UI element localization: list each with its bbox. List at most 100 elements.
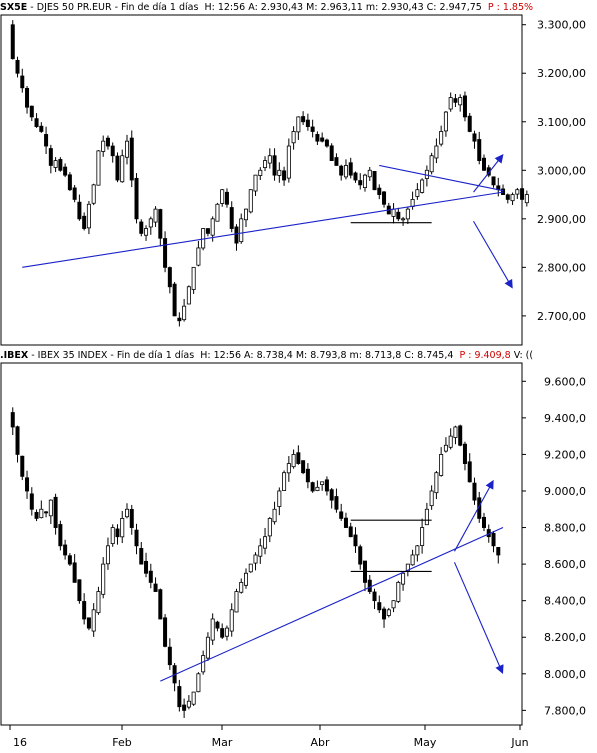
top-candle-body [453, 98, 458, 103]
top-candle-body [448, 97, 453, 110]
top-candle-body [72, 187, 77, 200]
bottom-candle-body [258, 545, 263, 557]
bottom-candle-body [91, 609, 96, 632]
bottom-candle-body [39, 508, 44, 519]
bottom-candle-body [53, 496, 58, 528]
top-candle-body [239, 218, 244, 243]
top-candle-body [420, 179, 425, 193]
top-candle-body [158, 209, 163, 239]
top-candle-body [148, 218, 153, 228]
x-month-label: May [414, 736, 437, 749]
top-candle-body [282, 170, 287, 181]
top-candle-body [229, 207, 234, 229]
bottom-candle-body [324, 479, 329, 492]
top-candle-body [248, 189, 253, 213]
top-candle-body [163, 238, 168, 268]
top-candle-body [348, 162, 353, 176]
top-candle-body [39, 125, 44, 132]
top-candle-body [472, 133, 477, 142]
top-candle-body [362, 174, 367, 188]
bottom-candle-body [224, 627, 229, 637]
bottom-candle-body [396, 581, 401, 602]
top-candle-body [401, 218, 406, 221]
bottom-candle-body [20, 455, 25, 477]
bottom-candle-body [44, 511, 49, 514]
top-candle-body [177, 317, 182, 322]
bottom-candle-body [439, 454, 444, 476]
bottom-candle-body [182, 704, 187, 711]
top-candle-body [20, 75, 25, 89]
bottom-candle-body [201, 655, 206, 673]
top-candle-body [134, 177, 139, 220]
top-candle-body [334, 157, 339, 166]
bottom-candle-body [310, 482, 315, 492]
top-candle-body [263, 160, 268, 169]
bottom-candle-body [125, 508, 130, 518]
top-candle-body [481, 157, 486, 171]
bottom-candle-body [301, 460, 306, 474]
bottom-candle-body [315, 486, 320, 492]
bottom-candle-body [163, 617, 168, 647]
top-candle-body [296, 116, 301, 133]
bottom-candle-body [205, 636, 210, 659]
top-candle-body [305, 119, 310, 128]
top-candle-body [115, 155, 120, 181]
top-candle-body [339, 165, 344, 176]
bottom-candle-body [343, 517, 348, 528]
top-candle-body [34, 118, 39, 128]
top-candle-body [243, 208, 248, 221]
top-candle-body [153, 208, 158, 223]
bottom-candle-body [191, 691, 196, 705]
bottom-candle-body [382, 608, 387, 620]
top-candle-body [343, 165, 348, 178]
top-candle-body [186, 286, 191, 305]
top-candle-body [53, 160, 58, 168]
bottom-candle-body [367, 579, 372, 592]
top-candle-body [63, 166, 68, 176]
top-candle-body [58, 159, 63, 171]
bottom-candle-body [401, 572, 406, 585]
bottom-candle-body [243, 572, 248, 586]
top-candle-body [501, 188, 506, 195]
bottom-candle-body [277, 490, 282, 507]
bottom-candle-body [196, 673, 201, 693]
top-candle-body [291, 131, 296, 144]
bottom-candle-body [481, 516, 486, 528]
bottom-y-tick-label: 8.200,0 [544, 631, 586, 644]
bottom-candle-body [72, 562, 77, 583]
x-month-label: Jun [510, 736, 528, 749]
bottom-y-tick-label: 8.600,0 [544, 558, 586, 571]
bottom-candle-body [358, 546, 363, 565]
bottom-candle-body [120, 518, 125, 538]
top-candle-body [377, 187, 382, 195]
bottom-candle-body [82, 601, 87, 620]
top-candle-body [467, 115, 472, 132]
top-candle-body [96, 150, 101, 186]
bottom-candle-body [34, 512, 39, 519]
bottom-ohlc-fields: H: 12:56 A: 8.738,4 M: 8.793,8 m: 8.713,… [200, 350, 454, 361]
bottom-candle-body [139, 548, 144, 565]
bottom-symbol: .IBEX [0, 350, 29, 361]
top-description: - DJES 50 PR.EUR - Fin de día 1 días [27, 2, 199, 13]
top-candle-body [201, 228, 206, 249]
top-candle-body [67, 174, 72, 191]
bottom-candle-body [320, 481, 325, 486]
bottom-candle-body [115, 528, 120, 538]
top-candle-body [110, 145, 115, 157]
top-candle-body [286, 145, 291, 179]
bottom-y-tick-label: 9.200,0 [544, 448, 586, 461]
top-trendline-triangle-upper [379, 164, 504, 192]
bottom-description: - IBEX 35 INDEX - Fin de día 1 días [28, 350, 195, 361]
bottom-candle-body [63, 544, 68, 556]
top-candle-body [29, 105, 34, 118]
top-candle-body [510, 194, 515, 202]
bottom-percent: P : 9.409,8 [459, 350, 511, 361]
top-candle-body [101, 140, 106, 152]
top-candle-body [205, 228, 210, 234]
top-candle-body [315, 134, 320, 142]
top-candle-body [267, 155, 272, 164]
top-candle-body [505, 194, 510, 200]
top-candle-body [477, 139, 482, 161]
top-y-tick-label: 2.900,00 [537, 213, 586, 226]
bottom-candle-body [429, 490, 434, 507]
